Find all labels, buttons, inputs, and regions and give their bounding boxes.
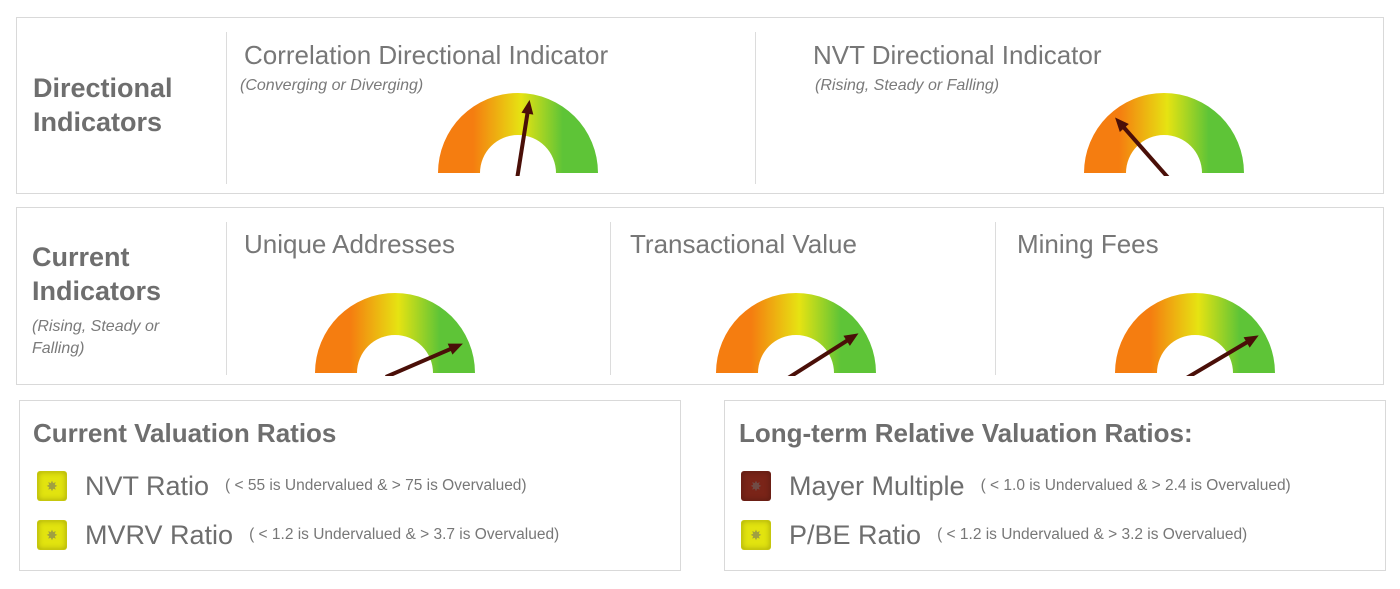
ratio-label: Mayer Multiple <box>789 470 965 501</box>
gauge-needle <box>1118 122 1170 176</box>
ratio-note: ( < 1.2 is Undervalued & > 3.2 is Overva… <box>937 526 1248 543</box>
ratio-note: ( < 55 is Undervalued & > 75 is Overvalu… <box>225 477 527 494</box>
gauge-arc <box>1084 93 1244 173</box>
gauge-arc <box>1115 293 1275 373</box>
gauge-needle <box>385 344 457 376</box>
ratio-row-mayer: ✸ Mayer Multiple ( < 1.0 is Undervalued … <box>741 469 1291 503</box>
status-swatch: ✸ <box>741 520 771 550</box>
ratio-row-nvt: ✸ NVT Ratio ( < 55 is Undervalued & > 75… <box>37 469 527 503</box>
gauge-needle-head <box>1243 335 1259 348</box>
sparkle-icon: ✸ <box>750 478 762 494</box>
ratio-label: MVRV Ratio <box>85 519 234 550</box>
gauge-needle-head <box>1115 117 1129 132</box>
indicator-subtitle: (Rising, Steady or Falling) <box>815 77 1000 94</box>
gauge-arc <box>315 293 475 373</box>
status-swatch: ✸ <box>37 520 67 550</box>
indicator-title: Transactional Value <box>630 229 857 259</box>
indicator-title: Mining Fees <box>1017 229 1159 259</box>
current-subtitle: (Rising, Steady or Falling) <box>32 318 160 357</box>
ratio-note: ( < 1.0 is Undervalued & > 2.4 is Overva… <box>980 477 1291 494</box>
status-swatch: ✸ <box>741 471 771 501</box>
indicator-subtitle: (Converging or Diverging) <box>240 77 424 94</box>
sparkle-icon: ✸ <box>46 478 58 494</box>
ratio-note: ( < 1.2 is Undervalued & > 3.7 is Overva… <box>249 526 560 543</box>
ratio-label: NVT Ratio <box>85 470 210 501</box>
divider <box>226 222 227 375</box>
indicator-title: NVT Directional Indicator <box>813 40 1102 70</box>
current-heading: Current Indicators <box>32 242 162 306</box>
ratio-row-mvrv: ✸ MVRV Ratio ( < 1.2 is Undervalued & > … <box>37 518 559 552</box>
gauge-needle <box>1185 337 1253 376</box>
directional-heading: Directional Indicators <box>33 73 173 137</box>
gauge-needle <box>787 335 853 376</box>
divider <box>995 222 996 375</box>
gauge-arc <box>438 93 598 173</box>
divider <box>226 32 227 184</box>
indicator-title: Unique Addresses <box>244 229 456 259</box>
sparkle-icon: ✸ <box>46 527 58 543</box>
gauge-arc <box>716 293 876 373</box>
ratio-label: P/BE Ratio <box>789 519 922 550</box>
gauge-needle <box>515 107 531 176</box>
longterm-valuation-panel <box>724 400 1386 571</box>
ratio-row-pbe: ✸ P/BE Ratio ( < 1.2 is Undervalued & > … <box>741 518 1247 552</box>
gauge-needle-head <box>521 99 534 115</box>
divider <box>755 32 756 184</box>
longterm-title: Long-term Relative Valuation Ratios: <box>739 418 1193 448</box>
unique-addresses-gauge <box>315 293 475 376</box>
gauge-needle-head <box>447 343 463 355</box>
transactional-value-gauge <box>716 293 876 376</box>
status-swatch: ✸ <box>37 471 67 501</box>
mining-fees-gauge <box>1115 293 1275 376</box>
gauge-needle-head <box>843 333 859 346</box>
correlation-gauge <box>438 93 598 176</box>
sparkle-icon: ✸ <box>750 527 762 543</box>
current-valuation-panel <box>19 400 681 571</box>
valuation-title: Current Valuation Ratios <box>33 418 337 448</box>
indicator-title: Correlation Directional Indicator <box>244 40 609 70</box>
nvt-directional-gauge <box>1084 93 1244 176</box>
divider <box>610 222 611 375</box>
